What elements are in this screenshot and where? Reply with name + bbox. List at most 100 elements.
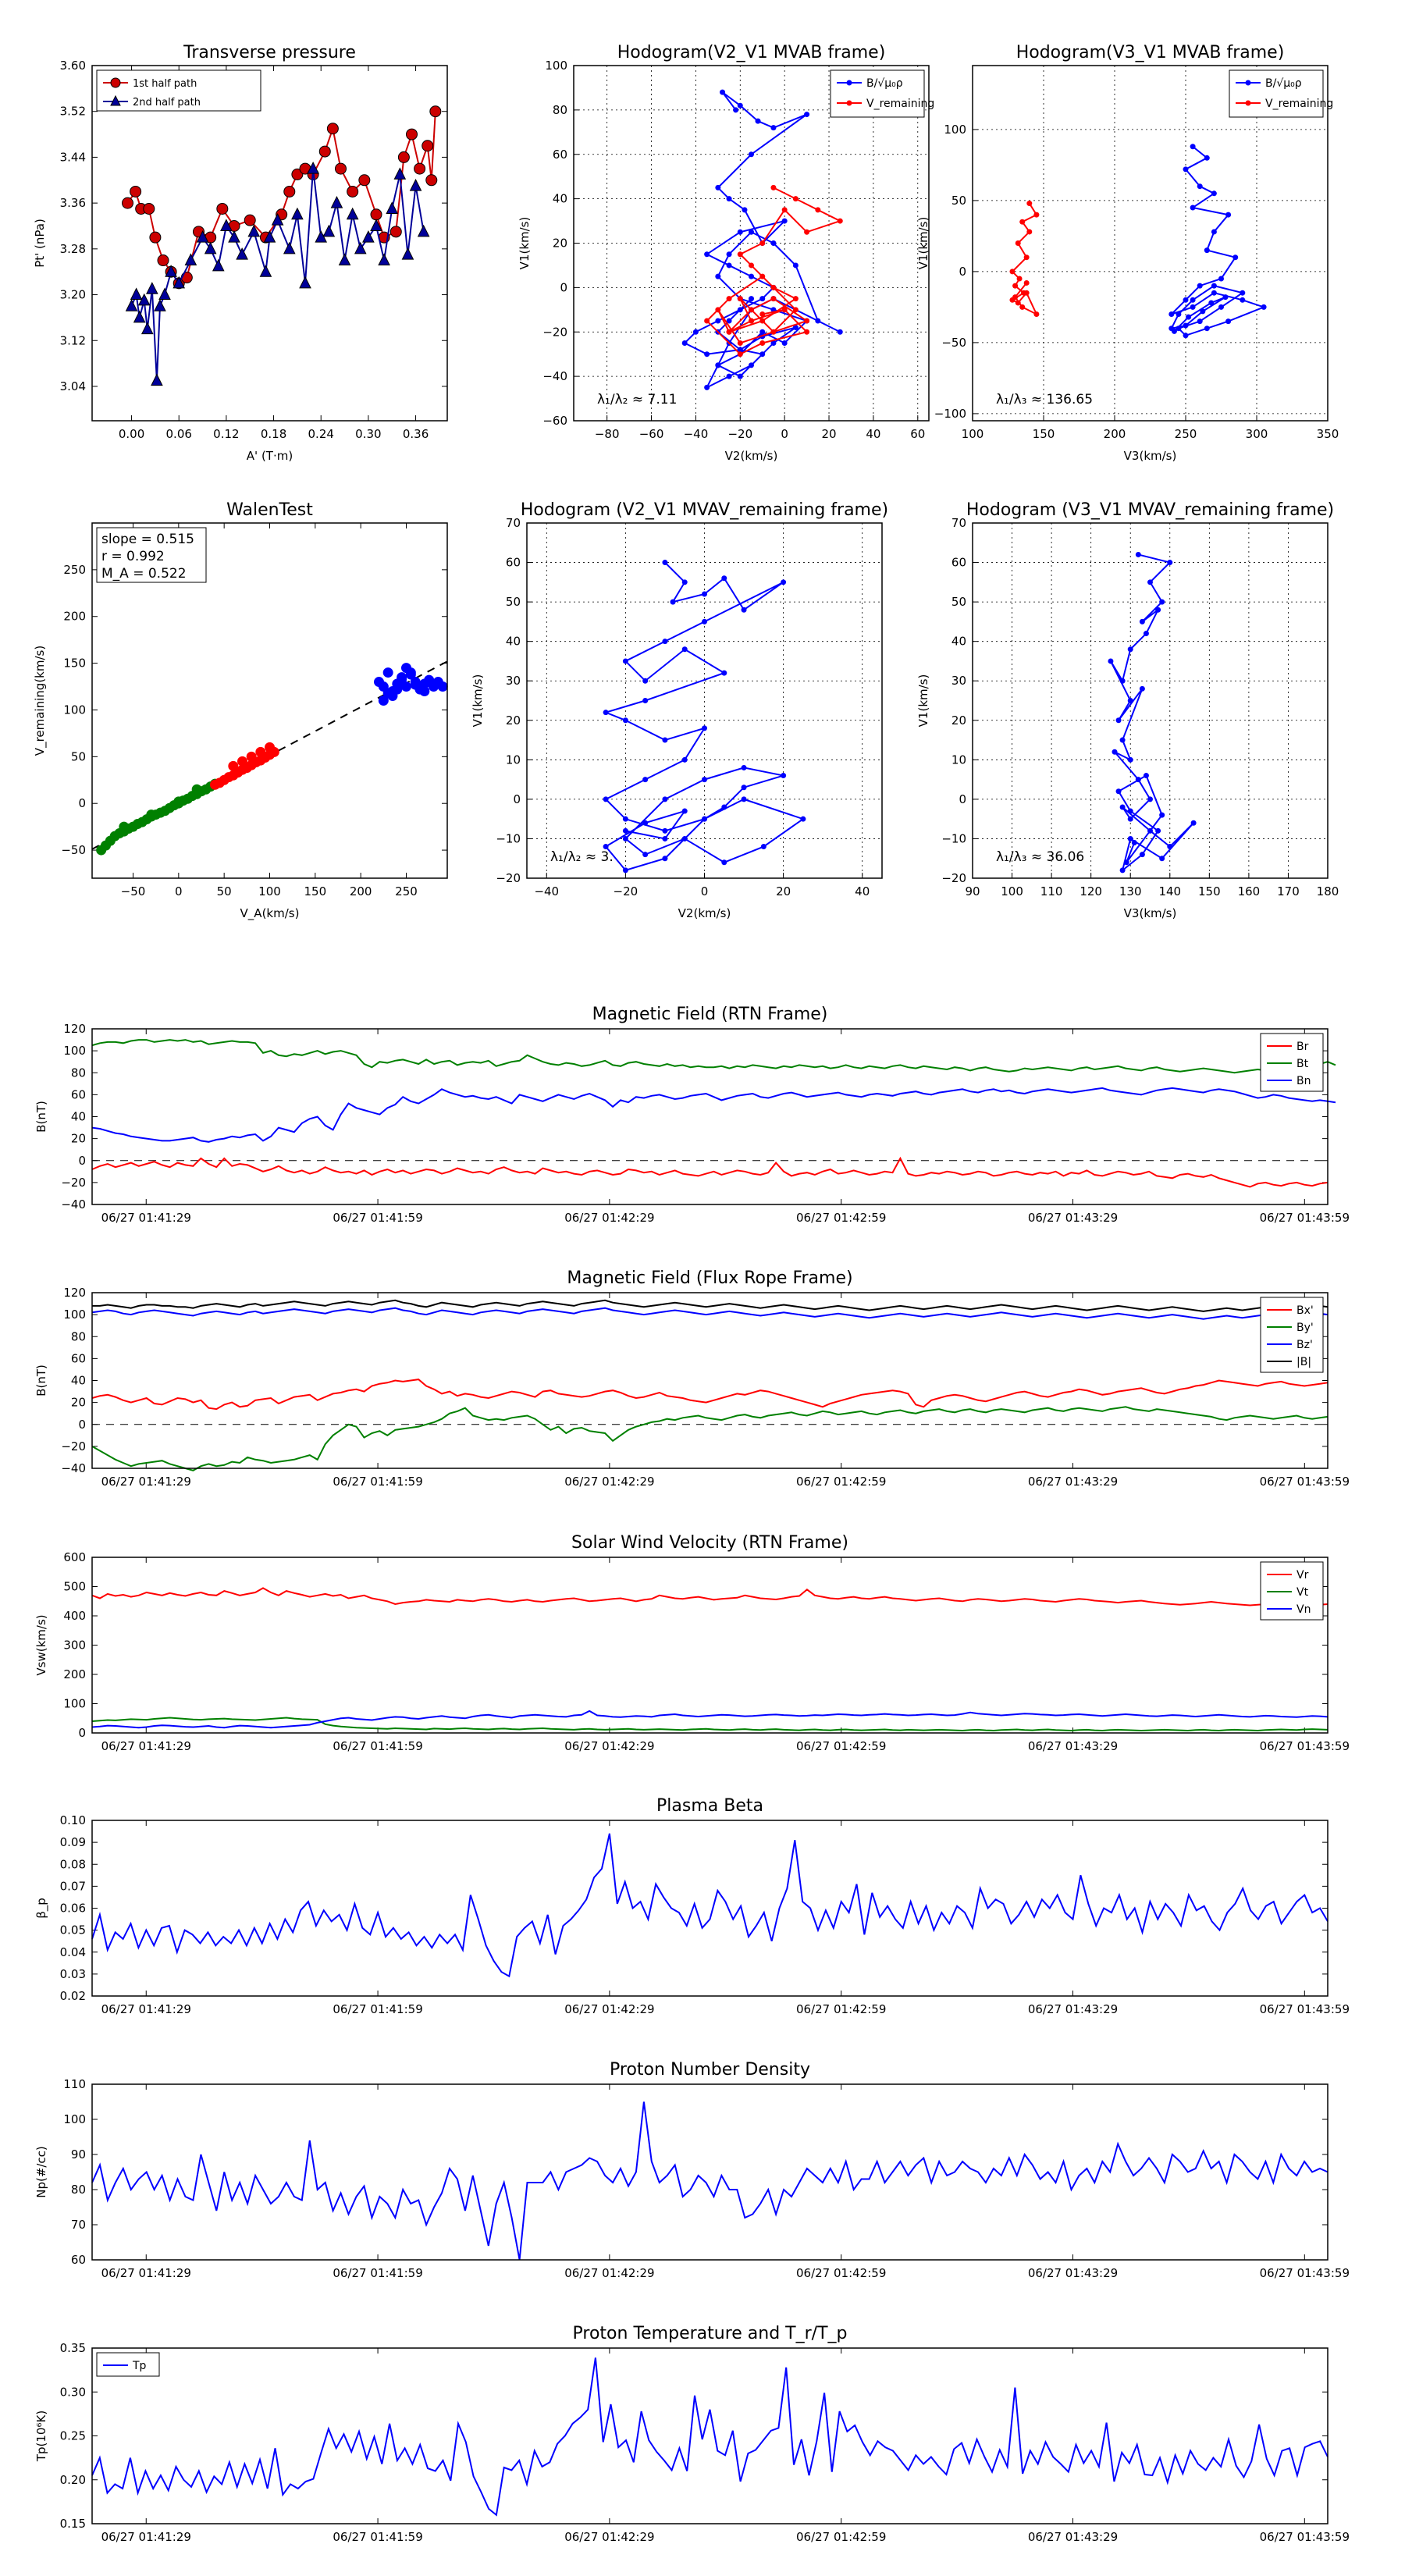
data-point (291, 207, 304, 220)
y-tick-label: 20 (553, 237, 567, 251)
data-point (414, 681, 425, 692)
y-tick-label: 0 (959, 265, 966, 279)
data-point (622, 816, 628, 822)
data-point (749, 296, 754, 302)
y-tick-label: 50 (951, 595, 966, 609)
y-tick-label: 250 (63, 563, 86, 577)
data-point (1183, 166, 1189, 173)
x-tick-label: 06/27 01:41:59 (333, 2530, 422, 2544)
data-point (1204, 155, 1210, 161)
y-tick-label: 60 (71, 1351, 86, 1365)
data-point (759, 311, 766, 317)
data-point (173, 276, 186, 289)
x-tick-label: 40 (866, 427, 880, 441)
data-point (781, 218, 788, 224)
data-point (742, 207, 748, 213)
data-point (382, 667, 393, 678)
data-point (770, 240, 777, 246)
series-line-Tp (91, 2357, 1329, 2517)
x-tick-label: 06/27 01:41:59 (333, 2002, 422, 2016)
y-tick-label: −50 (61, 843, 86, 857)
data-point (1211, 290, 1217, 296)
data-point (1135, 777, 1141, 783)
data-point (283, 241, 296, 254)
y-tick-label: −20 (496, 871, 521, 885)
stats-line: M_A = 0.522 (101, 566, 187, 582)
data-point (1026, 229, 1033, 235)
x-tick-label: 150 (304, 884, 327, 898)
data-point (622, 835, 628, 841)
annotation: λ₁/λ₃ ≈ 136.65 (996, 392, 1093, 407)
data-point (1112, 749, 1118, 755)
data-point (726, 373, 732, 379)
data-point (1023, 279, 1030, 286)
data-point (662, 639, 668, 645)
data-point (1016, 276, 1023, 282)
data-point (702, 618, 707, 624)
data-point (1167, 844, 1173, 850)
y-tick-label: 30 (506, 674, 521, 688)
data-point (1211, 283, 1217, 289)
data-point (370, 219, 382, 231)
y-tick-label: 60 (951, 556, 966, 570)
x-tick-label: 170 (1277, 884, 1300, 898)
legend-label: |B| (1297, 1356, 1311, 1368)
y-tick-label: 90 (71, 2147, 86, 2161)
data-point (122, 197, 133, 209)
data-point (804, 318, 810, 324)
data-point (318, 145, 331, 158)
x-tick-label: 150 (1033, 427, 1055, 441)
data-point (702, 777, 707, 783)
x-axis-label: V2(km/s) (678, 906, 731, 920)
data-point (759, 318, 766, 324)
x-tick-label: −60 (639, 427, 664, 441)
data-point (259, 265, 272, 277)
data-point (726, 296, 732, 302)
data-point (196, 230, 209, 243)
chart-title: Transverse pressure (183, 43, 356, 62)
data-point (759, 296, 766, 302)
legend-label: Br (1297, 1041, 1309, 1053)
data-point (1197, 183, 1203, 190)
y-tick-label: 0 (560, 280, 567, 294)
legend-label: 2nd half path (133, 97, 201, 109)
data-point (702, 591, 707, 597)
data-point (1225, 318, 1232, 325)
data-point (681, 579, 688, 585)
y-tick-label: 0.09 (60, 1835, 86, 1849)
legend: Vr Vt Vn (1260, 1561, 1324, 1621)
stats-line: r = 0.992 (101, 549, 165, 564)
x-tick-label: 06/27 01:43:29 (1028, 2530, 1118, 2544)
y-axis-label: V1(km/s) (471, 674, 485, 728)
data-point (358, 174, 371, 187)
x-tick-label: 06/27 01:42:29 (564, 2002, 654, 2016)
data-point (1127, 698, 1133, 703)
data-point (130, 287, 143, 301)
x-tick-label: 100 (258, 884, 281, 898)
data-point (642, 820, 649, 826)
y-axis-label: V_remaining(km/s) (33, 646, 48, 756)
x-tick-label: 06/27 01:43:29 (1028, 1739, 1118, 1753)
legend: Bx' By' Bz' |B| (1260, 1297, 1324, 1373)
y-tick-label: 80 (71, 1329, 86, 1343)
x-tick-label: 120 (1080, 884, 1102, 898)
y-tick-label: 0.03 (60, 1967, 86, 1981)
data-point (804, 112, 810, 118)
data-point (681, 835, 688, 841)
y-tick-label: 40 (71, 1374, 86, 1388)
y-tick-label: 120 (63, 1022, 86, 1036)
x-tick-label: 90 (965, 884, 980, 898)
y-tick-label: 40 (553, 192, 567, 206)
chart-title: Solar Wind Velocity (RTN Frame) (571, 1533, 848, 1553)
data-point (642, 678, 649, 684)
data-point (1204, 326, 1210, 332)
y-tick-label: −60 (542, 414, 567, 428)
data-point (622, 717, 628, 724)
y-axis-label: Np(#/cc) (34, 2146, 48, 2198)
data-point (401, 247, 414, 260)
plot-frame (972, 522, 1329, 879)
data-point (386, 201, 399, 214)
data-point (662, 737, 668, 743)
data-point (184, 253, 197, 266)
data-point (246, 751, 257, 762)
